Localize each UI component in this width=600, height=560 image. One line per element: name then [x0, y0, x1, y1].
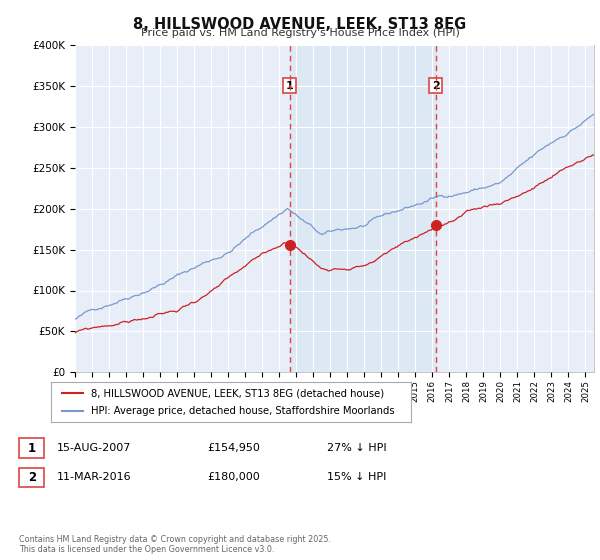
- Text: 15-AUG-2007: 15-AUG-2007: [57, 443, 131, 453]
- Text: 27% ↓ HPI: 27% ↓ HPI: [327, 443, 386, 453]
- Text: 8, HILLSWOOD AVENUE, LEEK, ST13 8EG: 8, HILLSWOOD AVENUE, LEEK, ST13 8EG: [133, 17, 467, 32]
- Text: 11-MAR-2016: 11-MAR-2016: [57, 472, 131, 482]
- Text: Contains HM Land Registry data © Crown copyright and database right 2025.
This d: Contains HM Land Registry data © Crown c…: [19, 535, 331, 554]
- Text: Price paid vs. HM Land Registry's House Price Index (HPI): Price paid vs. HM Land Registry's House …: [140, 28, 460, 38]
- Text: 2: 2: [28, 470, 36, 484]
- Text: 1: 1: [28, 441, 36, 455]
- Bar: [290, 45, 436, 372]
- Text: 8, HILLSWOOD AVENUE, LEEK, ST13 8EG (detached house): 8, HILLSWOOD AVENUE, LEEK, ST13 8EG (det…: [91, 388, 384, 398]
- Text: HPI: Average price, detached house, Staffordshire Moorlands: HPI: Average price, detached house, Staf…: [91, 406, 394, 416]
- Text: 1: 1: [286, 81, 293, 91]
- Text: £180,000: £180,000: [207, 472, 260, 482]
- Text: 2: 2: [432, 81, 439, 91]
- Text: 15% ↓ HPI: 15% ↓ HPI: [327, 472, 386, 482]
- Text: £154,950: £154,950: [207, 443, 260, 453]
